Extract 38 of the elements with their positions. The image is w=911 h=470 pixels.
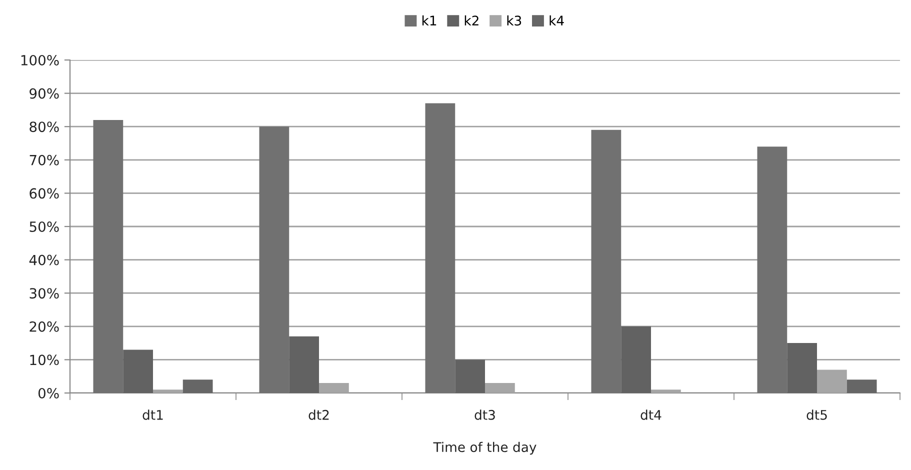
legend-label: k2: [464, 15, 478, 26]
bar: [425, 103, 456, 393]
bar: [817, 370, 847, 393]
y-tick-label: 0%: [38, 388, 59, 398]
y-tick-label: 10%: [30, 354, 59, 366]
bar: [621, 326, 651, 393]
x-tick-label: dt1: [142, 410, 163, 420]
bar: [259, 126, 290, 393]
bar: [182, 380, 213, 393]
bar: [787, 343, 817, 393]
bar: [93, 120, 124, 393]
y-tick-label: 90%: [30, 88, 59, 99]
y-tick-label: 20%: [30, 321, 59, 332]
x-tick-label: dt2: [308, 410, 329, 420]
x-tick-label: dt3: [474, 410, 495, 420]
y-tick-label: 70%: [30, 154, 59, 166]
legend-label: k3: [507, 15, 522, 26]
bar: [289, 336, 319, 393]
y-tick-label: 30%: [30, 288, 59, 299]
bar: [485, 383, 515, 393]
bar: [455, 360, 485, 393]
bar: [123, 350, 153, 393]
legend-label: k4: [550, 15, 564, 26]
bar: [153, 390, 183, 393]
bar: [591, 130, 622, 393]
y-tick-label: 60%: [30, 188, 59, 199]
y-tick-label: 50%: [30, 221, 59, 232]
y-tick-label: 80%: [30, 122, 59, 132]
y-tick-label: 100%: [21, 54, 59, 66]
bar: [651, 390, 681, 393]
bar: [319, 383, 349, 393]
bar: [846, 380, 877, 393]
bar: [757, 146, 788, 393]
x-axis-title: Time of the day: [433, 442, 536, 455]
x-tick-label: dt4: [640, 410, 662, 420]
legend-label: k1: [422, 15, 436, 26]
y-tick-label: 40%: [29, 254, 59, 266]
x-tick-label: dt5: [806, 410, 827, 420]
